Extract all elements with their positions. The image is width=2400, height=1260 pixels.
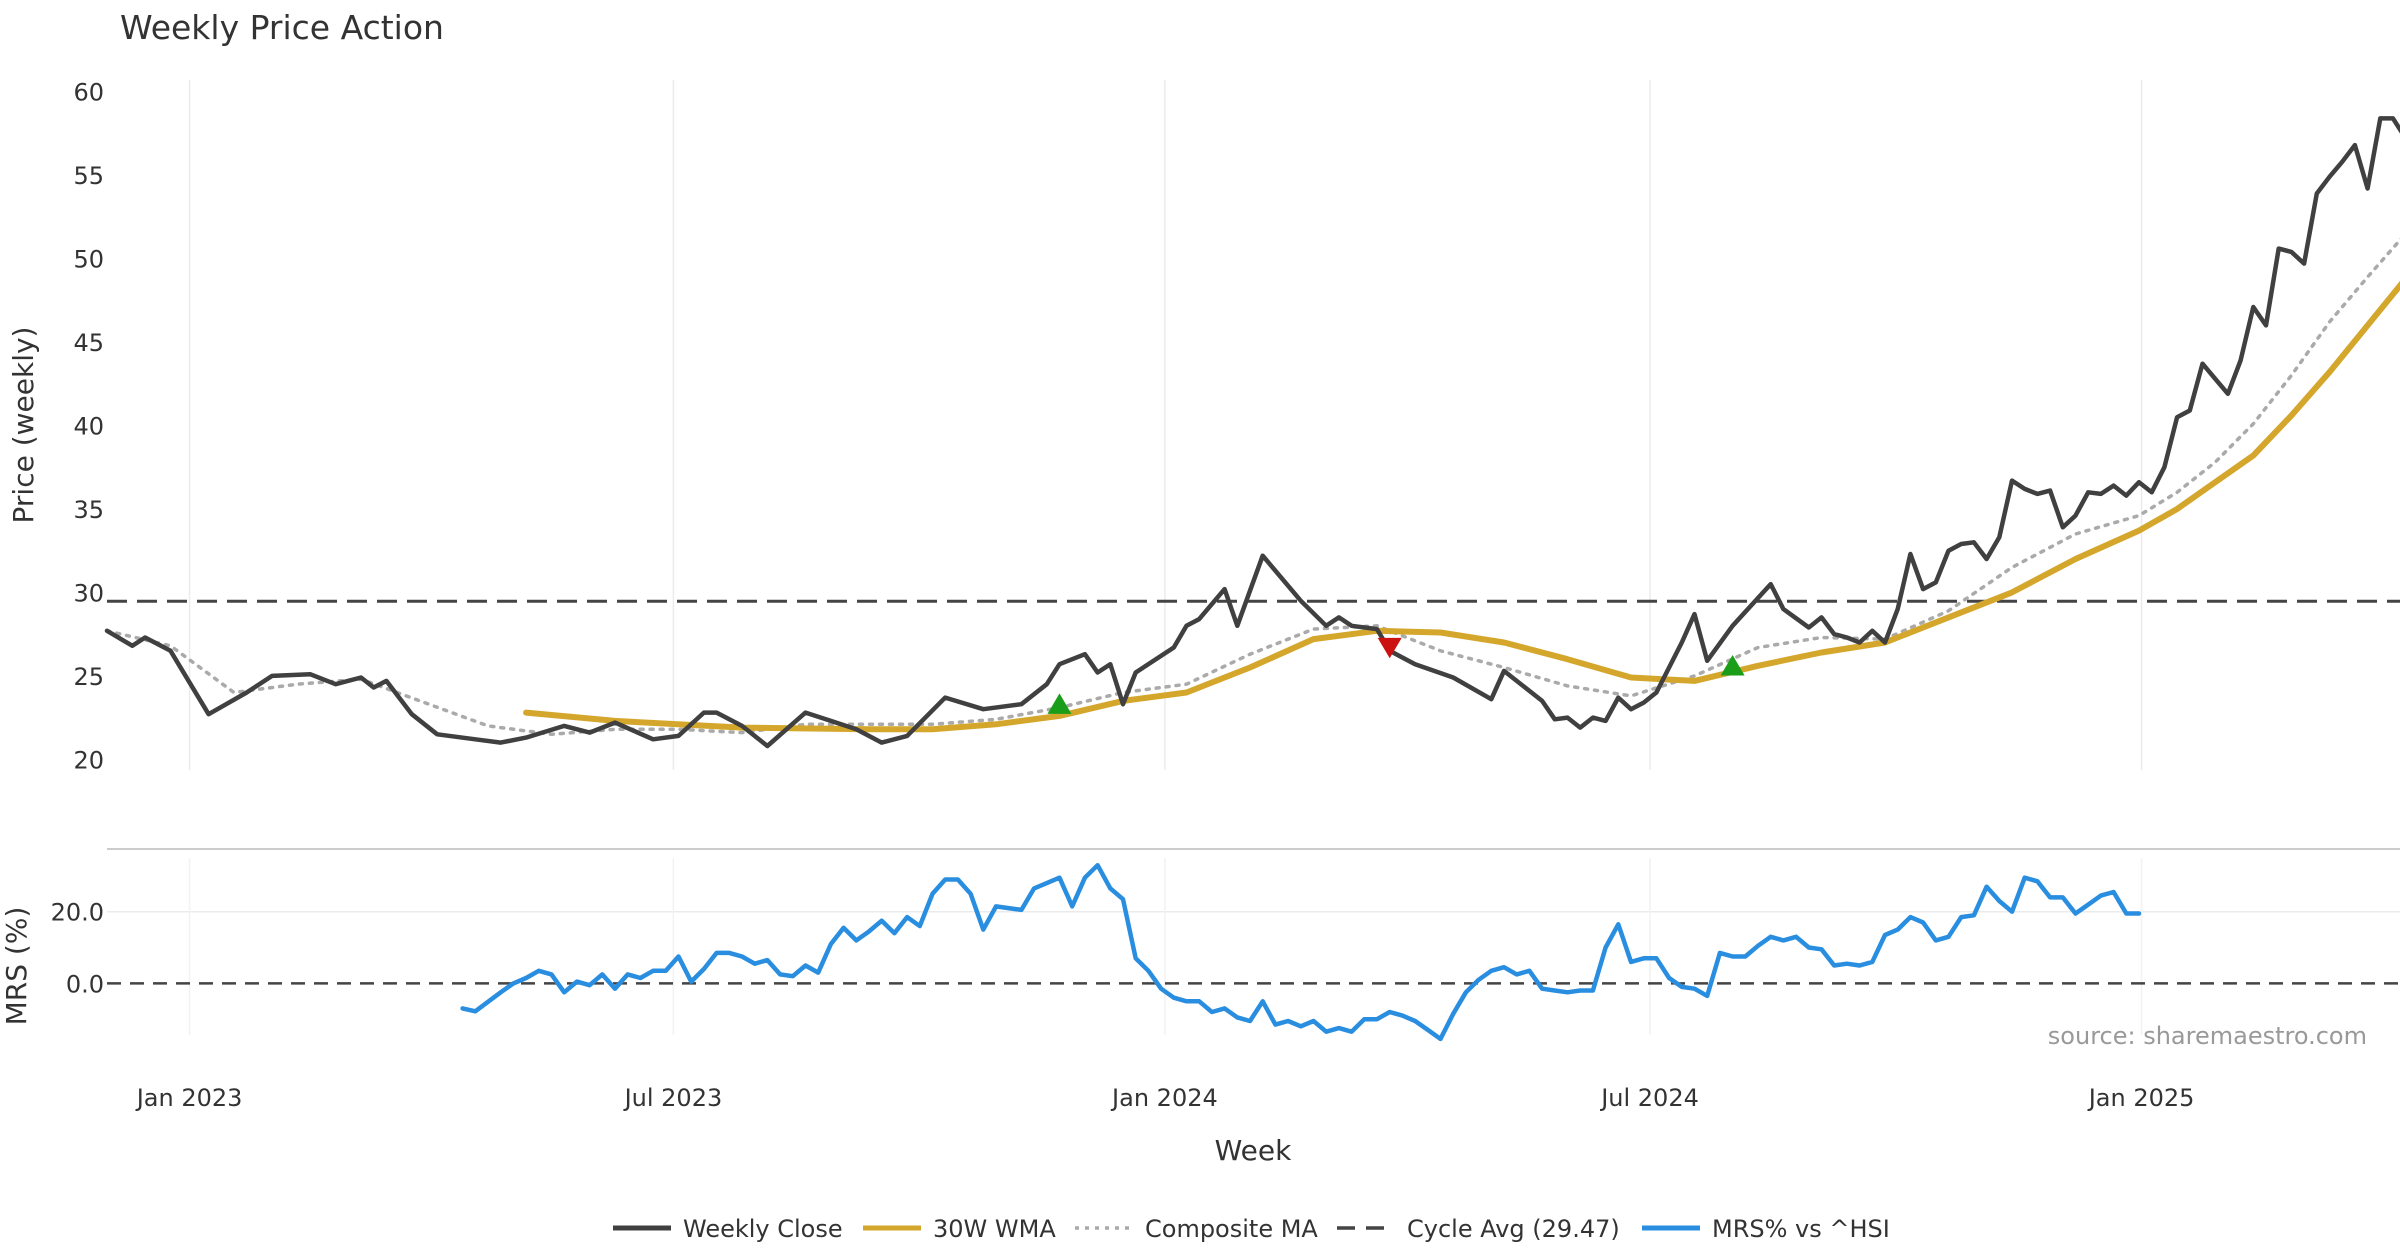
x-axis-label: Week [1215, 1134, 1292, 1167]
mrs-line [460, 862, 2142, 1042]
x-tick-label: Jul 2023 [623, 1084, 723, 1112]
legend-label: Weekly Close [683, 1215, 843, 1243]
price-y-tick-label: 60 [73, 79, 104, 107]
source-note: source: sharemaestro.com [2048, 1022, 2367, 1050]
legend-label: MRS% vs ^HSI [1712, 1215, 1890, 1243]
x-tick-label: Jul 2024 [1599, 1084, 1699, 1112]
x-axis: Jan 2023 Jul 2023 Jan 2024 Jul 2024 Jan 2025… [135, 1084, 2195, 1112]
legend-label: Composite MA [1145, 1215, 1318, 1243]
mrs-y-tick-label: 0.0 [66, 970, 104, 998]
sell-signal-marker [1377, 637, 1402, 659]
price-y-tick-label: 45 [73, 329, 104, 357]
x-tick-label: Jan 2023 [135, 1084, 243, 1112]
x-tick-label: Jan 2024 [1110, 1084, 1218, 1112]
buy-signal-marker [1047, 693, 1072, 714]
mrs-y-axis-label: MRS (%) [0, 907, 33, 1026]
price-y-tick-label: 35 [73, 496, 104, 524]
buy-signal-marker [1720, 655, 1745, 676]
price-y-tick-label: 40 [73, 413, 104, 441]
weekly-close-line [104, 116, 2400, 749]
composite-ma-line [105, 237, 2400, 737]
mrs-y-axis: 20.0 0.0 [51, 899, 104, 999]
price-y-axis-label: Price (weekly) [7, 327, 40, 524]
price-y-tick-label: 55 [73, 162, 104, 190]
price-y-tick-label: 20 [73, 746, 104, 774]
x-tick-label: Jan 2025 [2087, 1084, 2195, 1112]
price-y-tick-label: 50 [73, 246, 104, 274]
legend: Weekly Close 30W WMA Composite MA Cycle Avg… [613, 1215, 1890, 1243]
legend-label: 30W WMA [933, 1215, 1056, 1243]
mrs-series [460, 862, 2142, 1042]
price-series [104, 116, 2400, 749]
chart-title: Weekly Price Action [120, 8, 444, 47]
signal-markers [1047, 637, 1745, 714]
price-y-tick-label: 25 [73, 663, 104, 691]
legend-label: Cycle Avg (29.47) [1407, 1215, 1620, 1243]
mrs-grid [107, 858, 2400, 1035]
price-y-tick-label: 30 [73, 579, 104, 607]
price-grid [188, 80, 2143, 770]
price-y-axis: 20 25 30 35 40 45 50 55 60 [73, 79, 104, 775]
mrs-y-tick-label: 20.0 [51, 899, 104, 927]
